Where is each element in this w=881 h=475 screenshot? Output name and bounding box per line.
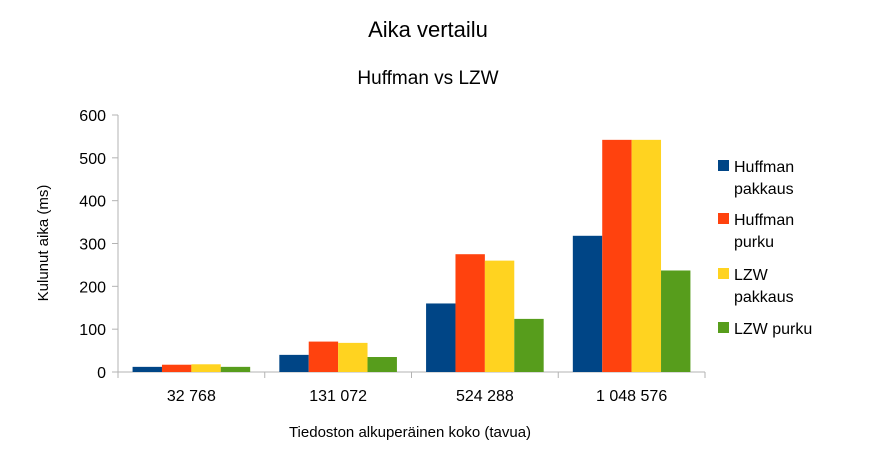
legend-label: Huffman [734,159,794,176]
legend-label: purku [734,234,774,251]
x-tick-label: 131 072 [309,388,367,405]
bar-lzw-purku [514,318,544,372]
bar-huffman-pakkaus [279,354,309,372]
plot-area: 0 100 200 300 400 500 600 32 768 131 072 524 288 1… [79,108,706,405]
bar-huffman-pakkaus [572,235,603,372]
legend-label: pakkaus [734,289,794,306]
bar-huffman-purku [308,341,339,372]
y-tick-label: 300 [79,237,106,254]
legend-swatch [718,268,729,279]
x-tick-label: 32 768 [167,388,216,405]
bar-lzw-purku [220,366,251,372]
bar-lzw-purku [661,270,691,372]
bar-huffman-purku [455,254,485,372]
legend-label: Huffman [734,212,794,229]
bar-lzw-pakkaus [338,342,368,372]
legend-label: pakkaus [734,181,794,198]
y-axis-title: Kulunut aika (ms) [35,185,52,302]
legend: Huffman pakkaus Huffman purku LZW pakkaus LZW … [718,159,812,338]
y-tick-label: 0 [97,365,106,382]
y-tick-label: 400 [79,194,106,211]
bar-huffman-pakkaus [426,303,456,372]
chart-title: Aika vertailu [368,17,488,42]
legend-label: LZW [734,267,769,284]
bar-huffman-purku [602,139,632,372]
bar-lzw-pakkaus [631,139,662,372]
legend-swatch [718,160,729,171]
bar-lzw-pakkaus [484,260,515,372]
x-tick-label: 1 048 576 [596,388,667,405]
bar-huffman-pakkaus [132,366,162,372]
y-axis-title-group: Kulunut aika (ms) [35,185,52,302]
y-tick-label: 100 [79,322,106,339]
y-tick-label: 200 [79,279,106,296]
bar-lzw-pakkaus [191,364,221,372]
legend-swatch [718,322,729,333]
legend-swatch [718,213,729,224]
x-tick-label: 524 288 [456,388,514,405]
y-tick-label: 600 [79,108,106,125]
bar-huffman-purku [161,364,192,372]
chart-subtitle: Huffman vs LZW [357,68,498,89]
x-axis-title: Tiedoston alkuperäinen koko (tavua) [289,424,531,441]
y-tick-label: 500 [79,151,106,168]
legend-label: LZW purku [734,321,812,338]
bar-lzw-purku [367,357,397,372]
